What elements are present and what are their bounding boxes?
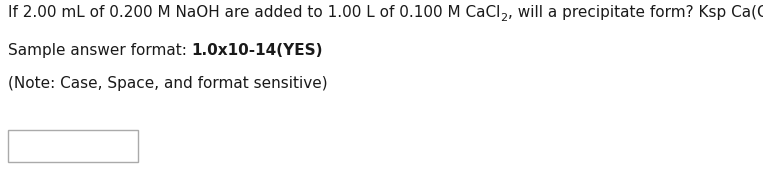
Text: 1.0x10-14(YES): 1.0x10-14(YES) xyxy=(192,43,324,58)
Bar xyxy=(8,130,138,162)
Text: 2: 2 xyxy=(501,13,507,23)
Text: (Note: Case, Space, and format sensitive): (Note: Case, Space, and format sensitive… xyxy=(8,76,327,91)
Text: Sample answer format:: Sample answer format: xyxy=(8,43,192,58)
Text: If 2.00 mL of 0.200 M NaOH are added to 1.00 L of 0.100 M CaCl: If 2.00 mL of 0.200 M NaOH are added to … xyxy=(8,5,501,20)
Text: , will a precipitate form? Ksp Ca(OH): , will a precipitate form? Ksp Ca(OH) xyxy=(507,5,763,20)
